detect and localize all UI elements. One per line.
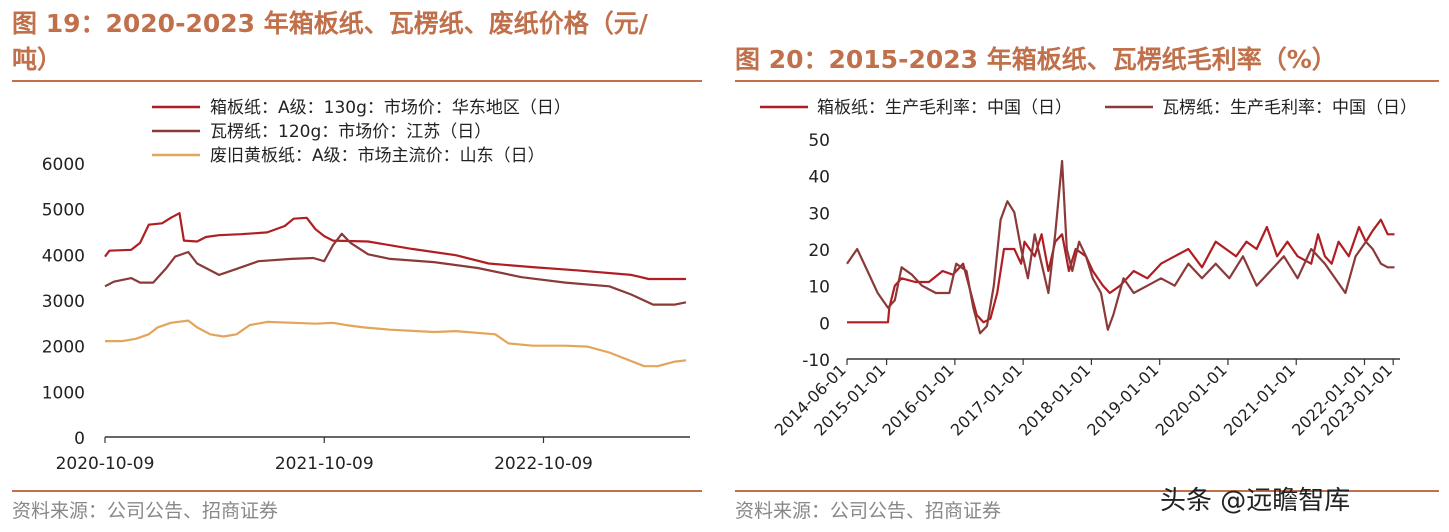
right-legend: 箱板纸：生产毛利率：中国（日） 瓦楞纸：生产毛利率：中国（日） — [760, 98, 1417, 118]
y-tick-label: 0 — [74, 429, 85, 449]
left-bottom-rule — [12, 490, 702, 492]
legend-label-corrugated-margin: 瓦楞纸：生产毛利率：中国（日） — [1162, 98, 1417, 118]
left-title-rule — [12, 80, 702, 82]
x-tick-label: 2021-10-09 — [275, 454, 374, 474]
legend-label-corrugated: 瓦楞纸：120g：市场价：江苏（日） — [210, 122, 491, 142]
series-line-1 — [846, 159, 1395, 335]
y-tick-label: 20 — [808, 241, 830, 261]
right-title-rule — [735, 80, 1439, 82]
x-tick-label: 2020-10-09 — [56, 454, 155, 474]
y-tick-label: 40 — [808, 168, 830, 188]
x-tick-label: 2016-01-01 — [879, 360, 958, 439]
y-tick-label: 3000 — [42, 292, 85, 312]
legend-label-box-board-margin: 箱板纸：生产毛利率：中国（日） — [817, 98, 1072, 118]
series-line-0 — [104, 212, 686, 281]
right-title: 图 20：2015-2023 年箱板纸、瓦楞纸毛利率（%） — [735, 45, 1337, 74]
watermark: 头条 @远瞻智库 — [1160, 486, 1351, 516]
series-line-2 — [105, 319, 687, 368]
legend-label-box-board: 箱板纸：A级：130g：市场价：华东地区（日） — [210, 98, 571, 118]
right-margin-chart: 箱板纸：生产毛利率：中国（日） 瓦楞纸：生产毛利率：中国（日） 50 40 30 20… — [760, 98, 1417, 440]
left-title-line1: 图 19：2020-2023 年箱板纸、瓦楞纸、废纸价格（元/ — [12, 9, 648, 38]
y-tick-label: 4000 — [42, 246, 85, 266]
legend-label-waste-paper: 废旧黄板纸：A级：市场主流价：山东（日） — [210, 146, 545, 166]
y-tick-label: 1000 — [42, 383, 85, 403]
left-price-chart: 箱板纸：A级：130g：市场价：华东地区（日） 瓦楞纸：120g：市场价：江苏（… — [42, 98, 690, 474]
x-tick-label: 2019-01-01 — [1083, 360, 1162, 439]
right-source-note: 资料来源：公司公告、招商证券 — [735, 500, 1002, 522]
y-tick-label: 5000 — [42, 201, 85, 221]
series-line-0 — [847, 218, 1395, 324]
x-tick-label: 2020-01-01 — [1152, 360, 1231, 439]
left-legend: 箱板纸：A级：130g：市场价：华东地区（日） 瓦楞纸：120g：市场价：江苏（… — [152, 98, 571, 166]
y-tick-label: 50 — [808, 131, 830, 151]
right-bottom-rule — [735, 490, 1439, 492]
y-tick-label: 6000 — [42, 155, 85, 175]
x-tick-label: 2018-01-01 — [1015, 360, 1094, 439]
y-tick-label: 30 — [808, 204, 830, 224]
y-tick-label: 2000 — [42, 338, 85, 358]
series-line-1 — [104, 232, 687, 306]
x-tick-label: 2017-01-01 — [947, 360, 1026, 439]
x-tick-label: 2021-01-01 — [1220, 360, 1299, 439]
y-tick-label: 10 — [808, 278, 830, 298]
y-tick-label: 0 — [819, 314, 830, 334]
left-source-note: 资料来源：公司公告、招商证券 — [12, 500, 279, 522]
x-tick-label: 2022-10-09 — [494, 454, 593, 474]
y-tick-label: -10 — [802, 351, 830, 371]
left-title-line2: 吨） — [12, 45, 63, 74]
